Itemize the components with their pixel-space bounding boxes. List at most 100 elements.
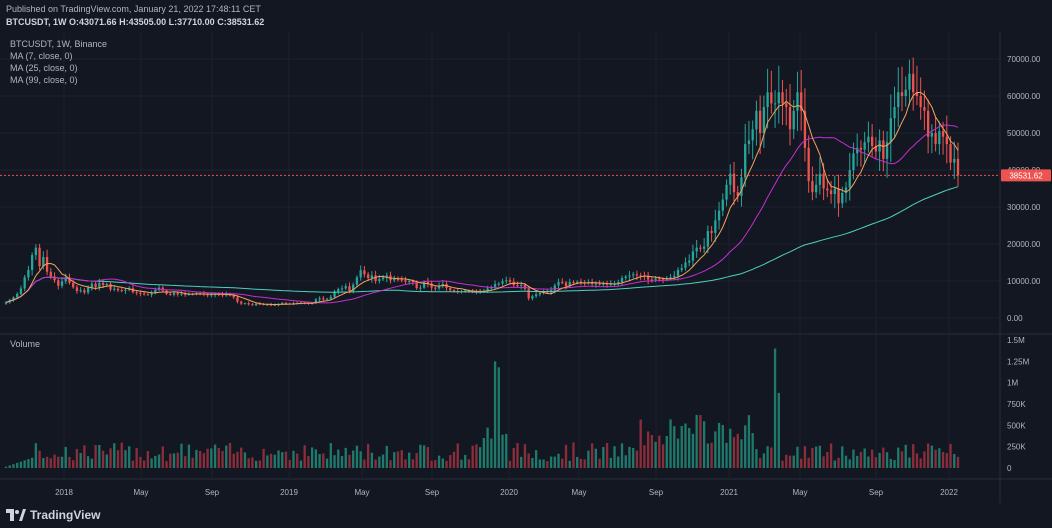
legend-ma7[interactable]: MA (7, close, 0) [10, 51, 73, 61]
candle-body [284, 302, 288, 304]
volume-bar [352, 450, 355, 468]
candle-body [57, 280, 60, 286]
volume-bar [310, 447, 314, 468]
volume-bar [142, 460, 146, 468]
candle-body [12, 297, 15, 300]
candle-body [408, 281, 411, 282]
volume-bar [527, 453, 530, 468]
volume-bar [531, 457, 534, 468]
candle-body [837, 188, 840, 204]
volume-bar [639, 419, 642, 468]
candle-body [904, 89, 907, 96]
candle-body [762, 107, 766, 133]
candle-body [146, 294, 150, 296]
volume-bar [781, 460, 784, 468]
volume-bar [157, 454, 161, 468]
volume-bar [859, 451, 863, 468]
volume-bar [885, 452, 889, 468]
candle-body [415, 282, 418, 289]
volume-bar [396, 451, 400, 468]
candle-body [254, 303, 258, 306]
candle-body [467, 290, 471, 292]
candle-body [758, 110, 762, 133]
candle-body [639, 275, 642, 277]
legend-ma99[interactable]: MA (99, close, 0) [10, 75, 78, 85]
volume-bar [751, 433, 754, 468]
volume-bar [882, 447, 885, 468]
volume-bar [184, 456, 187, 468]
volume-bar [355, 445, 359, 468]
volume-bar [217, 447, 220, 468]
volume-bar [758, 458, 762, 468]
candle-body [658, 278, 661, 280]
volume-bar [467, 459, 471, 468]
legend-ma25[interactable]: MA (25, close, 0) [10, 63, 78, 73]
volume-bar [75, 449, 79, 468]
volume-bar [363, 459, 366, 468]
candle-body [400, 279, 403, 281]
volume-bar [404, 459, 407, 468]
volume-bar [340, 455, 344, 468]
volume-bar [624, 455, 627, 468]
candle-body [486, 288, 489, 291]
candle-body [538, 292, 542, 295]
time-tick-label: 2021 [720, 488, 738, 497]
volume-bar [863, 448, 866, 468]
candle-body [210, 294, 213, 296]
volume-bar [680, 426, 683, 468]
volume-bar [68, 456, 71, 468]
volume-bar [602, 446, 605, 468]
candle-body [419, 287, 422, 289]
ma99-line [5, 186, 959, 303]
volume-bar [587, 450, 590, 468]
volume-bar [172, 453, 176, 468]
volume-tick-label: 1.5M [1007, 336, 1025, 345]
volume-bar [908, 457, 911, 468]
volume-bar [934, 449, 937, 468]
volume-bar [919, 458, 922, 468]
volume-bar [385, 445, 388, 468]
volume-bar [19, 461, 23, 468]
volume-bar [154, 455, 157, 468]
candle-body [770, 92, 773, 104]
candle-body [124, 289, 127, 291]
volume-bar [109, 448, 112, 468]
volume-bar [856, 455, 859, 468]
volume-bar [695, 414, 698, 468]
candle-body [822, 173, 825, 189]
candle-body [628, 275, 631, 277]
volume-bar [150, 458, 153, 468]
candle-body [232, 295, 235, 298]
volume-bar [561, 458, 564, 468]
volume-bar [792, 455, 795, 468]
tradingview-logo[interactable]: TradingView [6, 507, 100, 523]
volume-bar [426, 447, 430, 468]
candle-body [796, 92, 799, 111]
volume-bar [811, 447, 814, 468]
volume-bar [4, 466, 8, 468]
volume-bar [490, 438, 493, 468]
volume-bar [187, 444, 191, 468]
candle-body [833, 188, 836, 195]
candle-body [646, 276, 650, 280]
volume-bar [818, 445, 822, 468]
volume-bar [79, 452, 82, 468]
candle-body [747, 140, 751, 145]
candle-body [437, 285, 441, 289]
candle-body [926, 110, 930, 137]
price-tick-label: 0.00 [1007, 314, 1023, 323]
time-tick-label: May [354, 488, 369, 497]
volume-bar [38, 450, 41, 468]
volume-bar [546, 461, 549, 468]
volume-bar [45, 456, 49, 468]
candle-body [19, 288, 23, 294]
volume-bar [16, 462, 19, 468]
volume-bar [520, 456, 523, 468]
volume-bar [221, 450, 224, 468]
volume-bar [165, 461, 168, 468]
tradingview-logo-icon [6, 509, 26, 521]
time-tick-label: Sep [205, 488, 220, 497]
symbol-line: BTCUSDT, 1W [6, 17, 67, 27]
volume-bar [605, 442, 609, 468]
